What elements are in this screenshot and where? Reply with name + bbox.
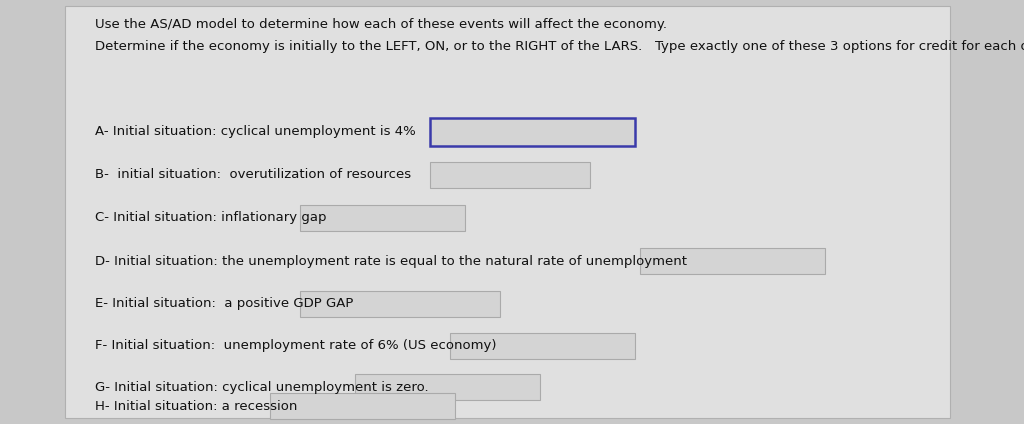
- FancyBboxPatch shape: [430, 118, 635, 146]
- Text: H- Initial situation: a recession: H- Initial situation: a recession: [95, 399, 297, 413]
- FancyBboxPatch shape: [300, 205, 465, 231]
- Text: Determine if the economy is initially to the LEFT, ON, or to the RIGHT of the LA: Determine if the economy is initially to…: [95, 40, 1024, 53]
- Text: F- Initial situation:  unemployment rate of 6% (US economy): F- Initial situation: unemployment rate …: [95, 340, 497, 352]
- FancyBboxPatch shape: [640, 248, 825, 274]
- Text: A- Initial situation: cyclical unemployment is 4%: A- Initial situation: cyclical unemploym…: [95, 126, 416, 139]
- FancyBboxPatch shape: [430, 162, 590, 188]
- FancyBboxPatch shape: [355, 374, 540, 400]
- Text: B-  initial situation:  overutilization of resources: B- initial situation: overutilization of…: [95, 168, 411, 181]
- Text: C- Initial situation: inflationary gap: C- Initial situation: inflationary gap: [95, 212, 327, 224]
- Text: G- Initial situation: cyclical unemployment is zero.: G- Initial situation: cyclical unemploym…: [95, 380, 429, 393]
- Text: Use the AS/AD model to determine how each of these events will affect the econom: Use the AS/AD model to determine how eac…: [95, 18, 667, 31]
- FancyBboxPatch shape: [270, 393, 455, 419]
- Text: E- Initial situation:  a positive GDP GAP: E- Initial situation: a positive GDP GAP: [95, 298, 353, 310]
- FancyBboxPatch shape: [65, 6, 950, 418]
- FancyBboxPatch shape: [300, 291, 500, 317]
- Text: D- Initial situation: the unemployment rate is equal to the natural rate of unem: D- Initial situation: the unemployment r…: [95, 254, 687, 268]
- FancyBboxPatch shape: [450, 333, 635, 359]
